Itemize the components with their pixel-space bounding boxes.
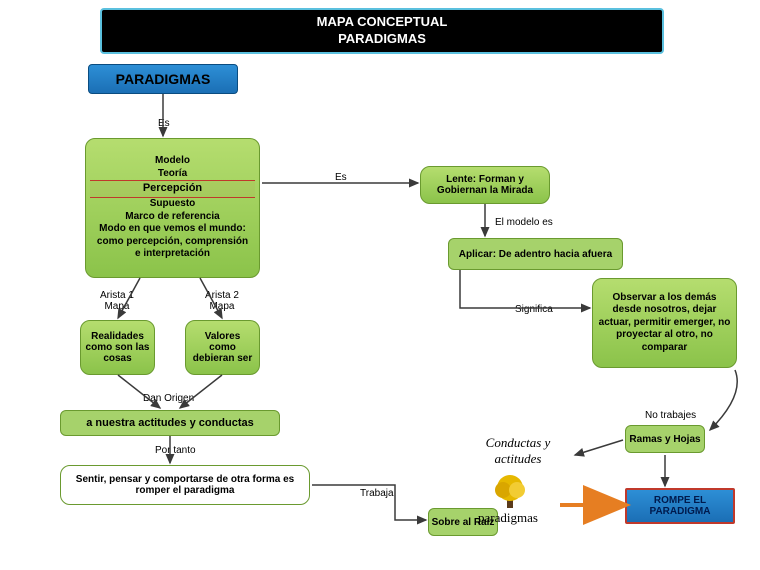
def-l4: Marco de referencia <box>125 211 220 224</box>
node-sentir: Sentir, pensar y comportarse de otra for… <box>60 465 310 505</box>
def-percepcion: Percepción <box>90 180 255 198</box>
def-l5: Modo en que vemos el mundo: como percepc… <box>90 223 255 261</box>
node-observar: Observar a los demás desde nosotros, dej… <box>592 278 737 368</box>
edge-es2: Es <box>335 172 347 183</box>
edge-es1: Es <box>158 118 170 129</box>
node-aplicar-label: Aplicar: De adentro hacia afuera <box>459 249 612 260</box>
node-realidades-label: Realidades como son las cosas <box>85 331 150 364</box>
edge-significa: Significa <box>515 304 553 315</box>
def-l1: Modelo <box>155 155 190 168</box>
node-observar-label: Observar a los demás desde nosotros, dej… <box>597 292 732 355</box>
edge-dan-origen: Dan Origen <box>143 393 194 404</box>
edge-arista2: Arista 2 Mapa <box>205 290 239 312</box>
title-bar: MAPA CONCEPTUAL PARADIGMAS <box>100 8 664 54</box>
node-rompe: ROMPE EL PARADIGMA <box>625 488 735 524</box>
node-paradigmas-label: PARADIGMAS <box>116 71 211 87</box>
def-l2: Teoría <box>158 168 187 181</box>
label-conductas: Conductas y actitudes <box>468 435 568 467</box>
node-ramas-label: Ramas y Hojas <box>629 434 700 445</box>
node-realidades: Realidades como son las cosas <box>80 320 155 375</box>
edge-trabaja: Trabaja <box>360 488 394 499</box>
tree-icon <box>490 470 530 510</box>
title-line1: MAPA CONCEPTUAL <box>102 14 662 31</box>
edge-no-trabajes: No trabajes <box>645 410 696 421</box>
node-valores-label: Valores como debieran ser <box>190 331 255 364</box>
edge-arista1: Arista 1 Mapa <box>100 290 134 312</box>
def-l3: Supuesto <box>150 198 196 211</box>
node-valores: Valores como debieran ser <box>185 320 260 375</box>
node-paradigmas: PARADIGMAS <box>88 64 238 94</box>
edge-por-tanto: Por tanto <box>155 445 196 456</box>
node-actitudes: a nuestra actitudes y conductas <box>60 410 280 436</box>
title-line2: PARADIGMAS <box>102 31 662 48</box>
node-definicion: Modelo Teoría Percepción Supuesto Marco … <box>85 138 260 278</box>
node-lente-label: Lente: Forman y Gobiernan la Mirada <box>425 174 545 196</box>
node-actitudes-label: a nuestra actitudes y conductas <box>86 417 254 429</box>
edge-modelo-es: El modelo es <box>495 217 553 228</box>
node-sentir-label: Sentir, pensar y comportarse de otra for… <box>65 474 305 496</box>
node-rompe-label: ROMPE EL PARADIGMA <box>627 495 733 517</box>
node-aplicar: Aplicar: De adentro hacia afuera <box>448 238 623 270</box>
label-paradigmas: paradigmas <box>478 510 538 526</box>
node-lente: Lente: Forman y Gobiernan la Mirada <box>420 166 550 204</box>
node-ramas: Ramas y Hojas <box>625 425 705 453</box>
